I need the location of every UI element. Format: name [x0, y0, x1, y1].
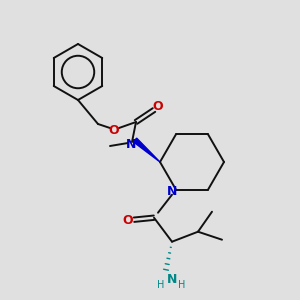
- Text: O: O: [123, 214, 133, 227]
- Text: H: H: [157, 280, 165, 290]
- Text: N: N: [167, 185, 177, 198]
- Text: H: H: [178, 280, 186, 290]
- Polygon shape: [133, 138, 160, 162]
- Text: O: O: [109, 124, 119, 136]
- Text: O: O: [153, 100, 163, 113]
- Text: N: N: [126, 137, 136, 151]
- Text: N: N: [167, 273, 177, 286]
